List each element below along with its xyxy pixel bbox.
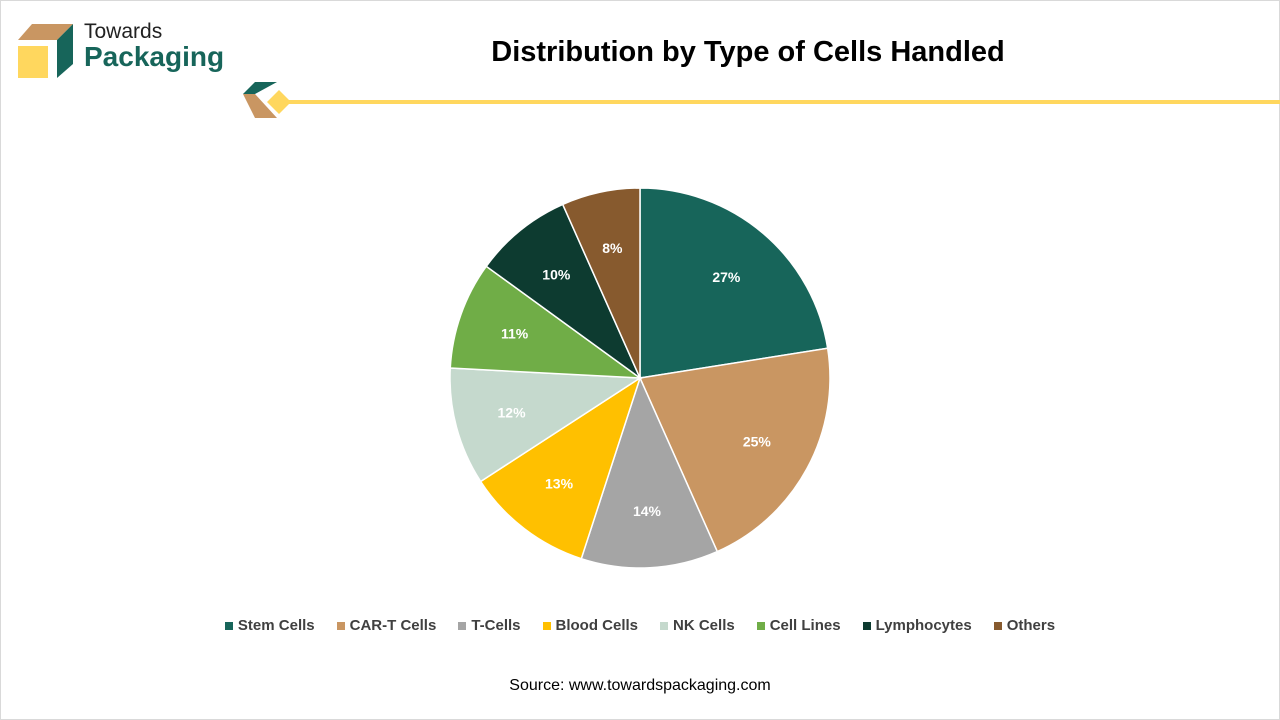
brand-name-line1: Towards: [84, 20, 163, 43]
data-label: 27%: [712, 269, 741, 285]
legend-item: Cell Lines: [756, 617, 841, 634]
legend-swatch: [336, 621, 345, 630]
pie-slice-t-cells: [580, 375, 719, 569]
legend-item: NK Cells: [660, 617, 735, 634]
legend-item: T-Cells: [458, 617, 521, 634]
data-label: 12%: [498, 404, 527, 420]
legend-label: T-Cells: [471, 617, 521, 634]
data-label: 11%: [501, 326, 529, 342]
chart-title: Distribution by Type of Cells Handled: [491, 36, 1005, 68]
legend-swatch: [756, 621, 765, 630]
legend-label: Cell Lines: [769, 617, 841, 634]
legend-swatch: [224, 621, 233, 630]
pie-chart: 27% 25% 14% 13% 12% 11% 10% 8%: [449, 187, 831, 569]
legend-swatch: [660, 621, 669, 630]
legend-swatch: [862, 621, 871, 630]
legend-swatch: [458, 621, 467, 630]
data-label: 8%: [602, 240, 623, 256]
legend-item: Blood Cells: [542, 617, 639, 634]
pie-slice-nk-cells: [449, 367, 643, 483]
data-label: 10%: [542, 267, 571, 283]
legend-label: Others: [1006, 617, 1056, 634]
data-label: 13%: [545, 476, 574, 492]
pie-slice-lymphocytes: [485, 203, 642, 381]
legend-swatch: [542, 621, 551, 630]
legend-item: Lymphocytes: [862, 617, 972, 634]
data-label: 25%: [743, 433, 772, 449]
legend-label: CAR-T Cells: [349, 617, 437, 634]
towards-packaging-logo-icon: [18, 24, 73, 78]
legend-label: Blood Cells: [555, 617, 639, 634]
brand-name-line2: Packaging: [84, 41, 225, 72]
legend-label: Stem Cells: [237, 617, 315, 634]
legend-item: CAR-T Cells: [336, 617, 437, 634]
legend-item: Stem Cells: [224, 617, 315, 634]
pie-slice-others: [561, 187, 641, 379]
data-label: 14%: [633, 503, 662, 519]
legend-item: Others: [993, 617, 1056, 634]
legend-label: NK Cells: [673, 617, 735, 634]
legend: Stem Cells CAR-T Cells T-Cells Blood Cells N…: [0, 617, 1280, 634]
legend-swatch: [993, 621, 1002, 630]
pie-slice-car-t-cells: [638, 347, 831, 553]
pie-slice-stem-cells: [639, 187, 829, 379]
legend-label: Lymphocytes: [875, 617, 972, 634]
pie-slice-cell-lines: [449, 265, 643, 379]
pie-slice-blood-cells: [479, 376, 642, 560]
title-underline-decoration: [243, 82, 1280, 118]
source-text: Source: www.towardspackaging.com: [509, 677, 771, 694]
